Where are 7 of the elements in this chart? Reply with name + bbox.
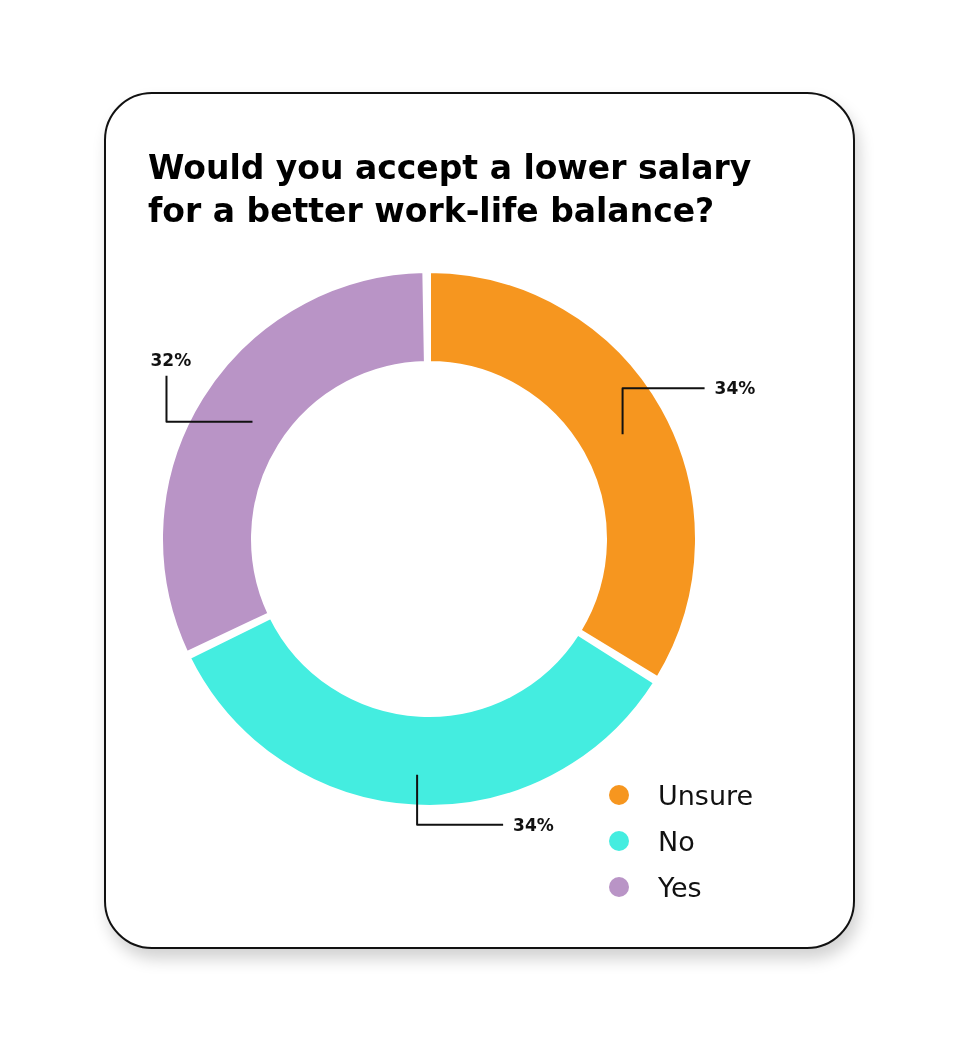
data-label: 32%	[150, 349, 192, 370]
chart-title: Would you accept a lower salary for a better work-life balance?	[148, 147, 753, 232]
data-label: 34%	[513, 814, 554, 835]
legend-label: Yes	[658, 871, 702, 903]
legend-label: Unsure	[658, 779, 754, 811]
legend-label: No	[658, 825, 695, 857]
data-label: 34%	[714, 378, 756, 399]
